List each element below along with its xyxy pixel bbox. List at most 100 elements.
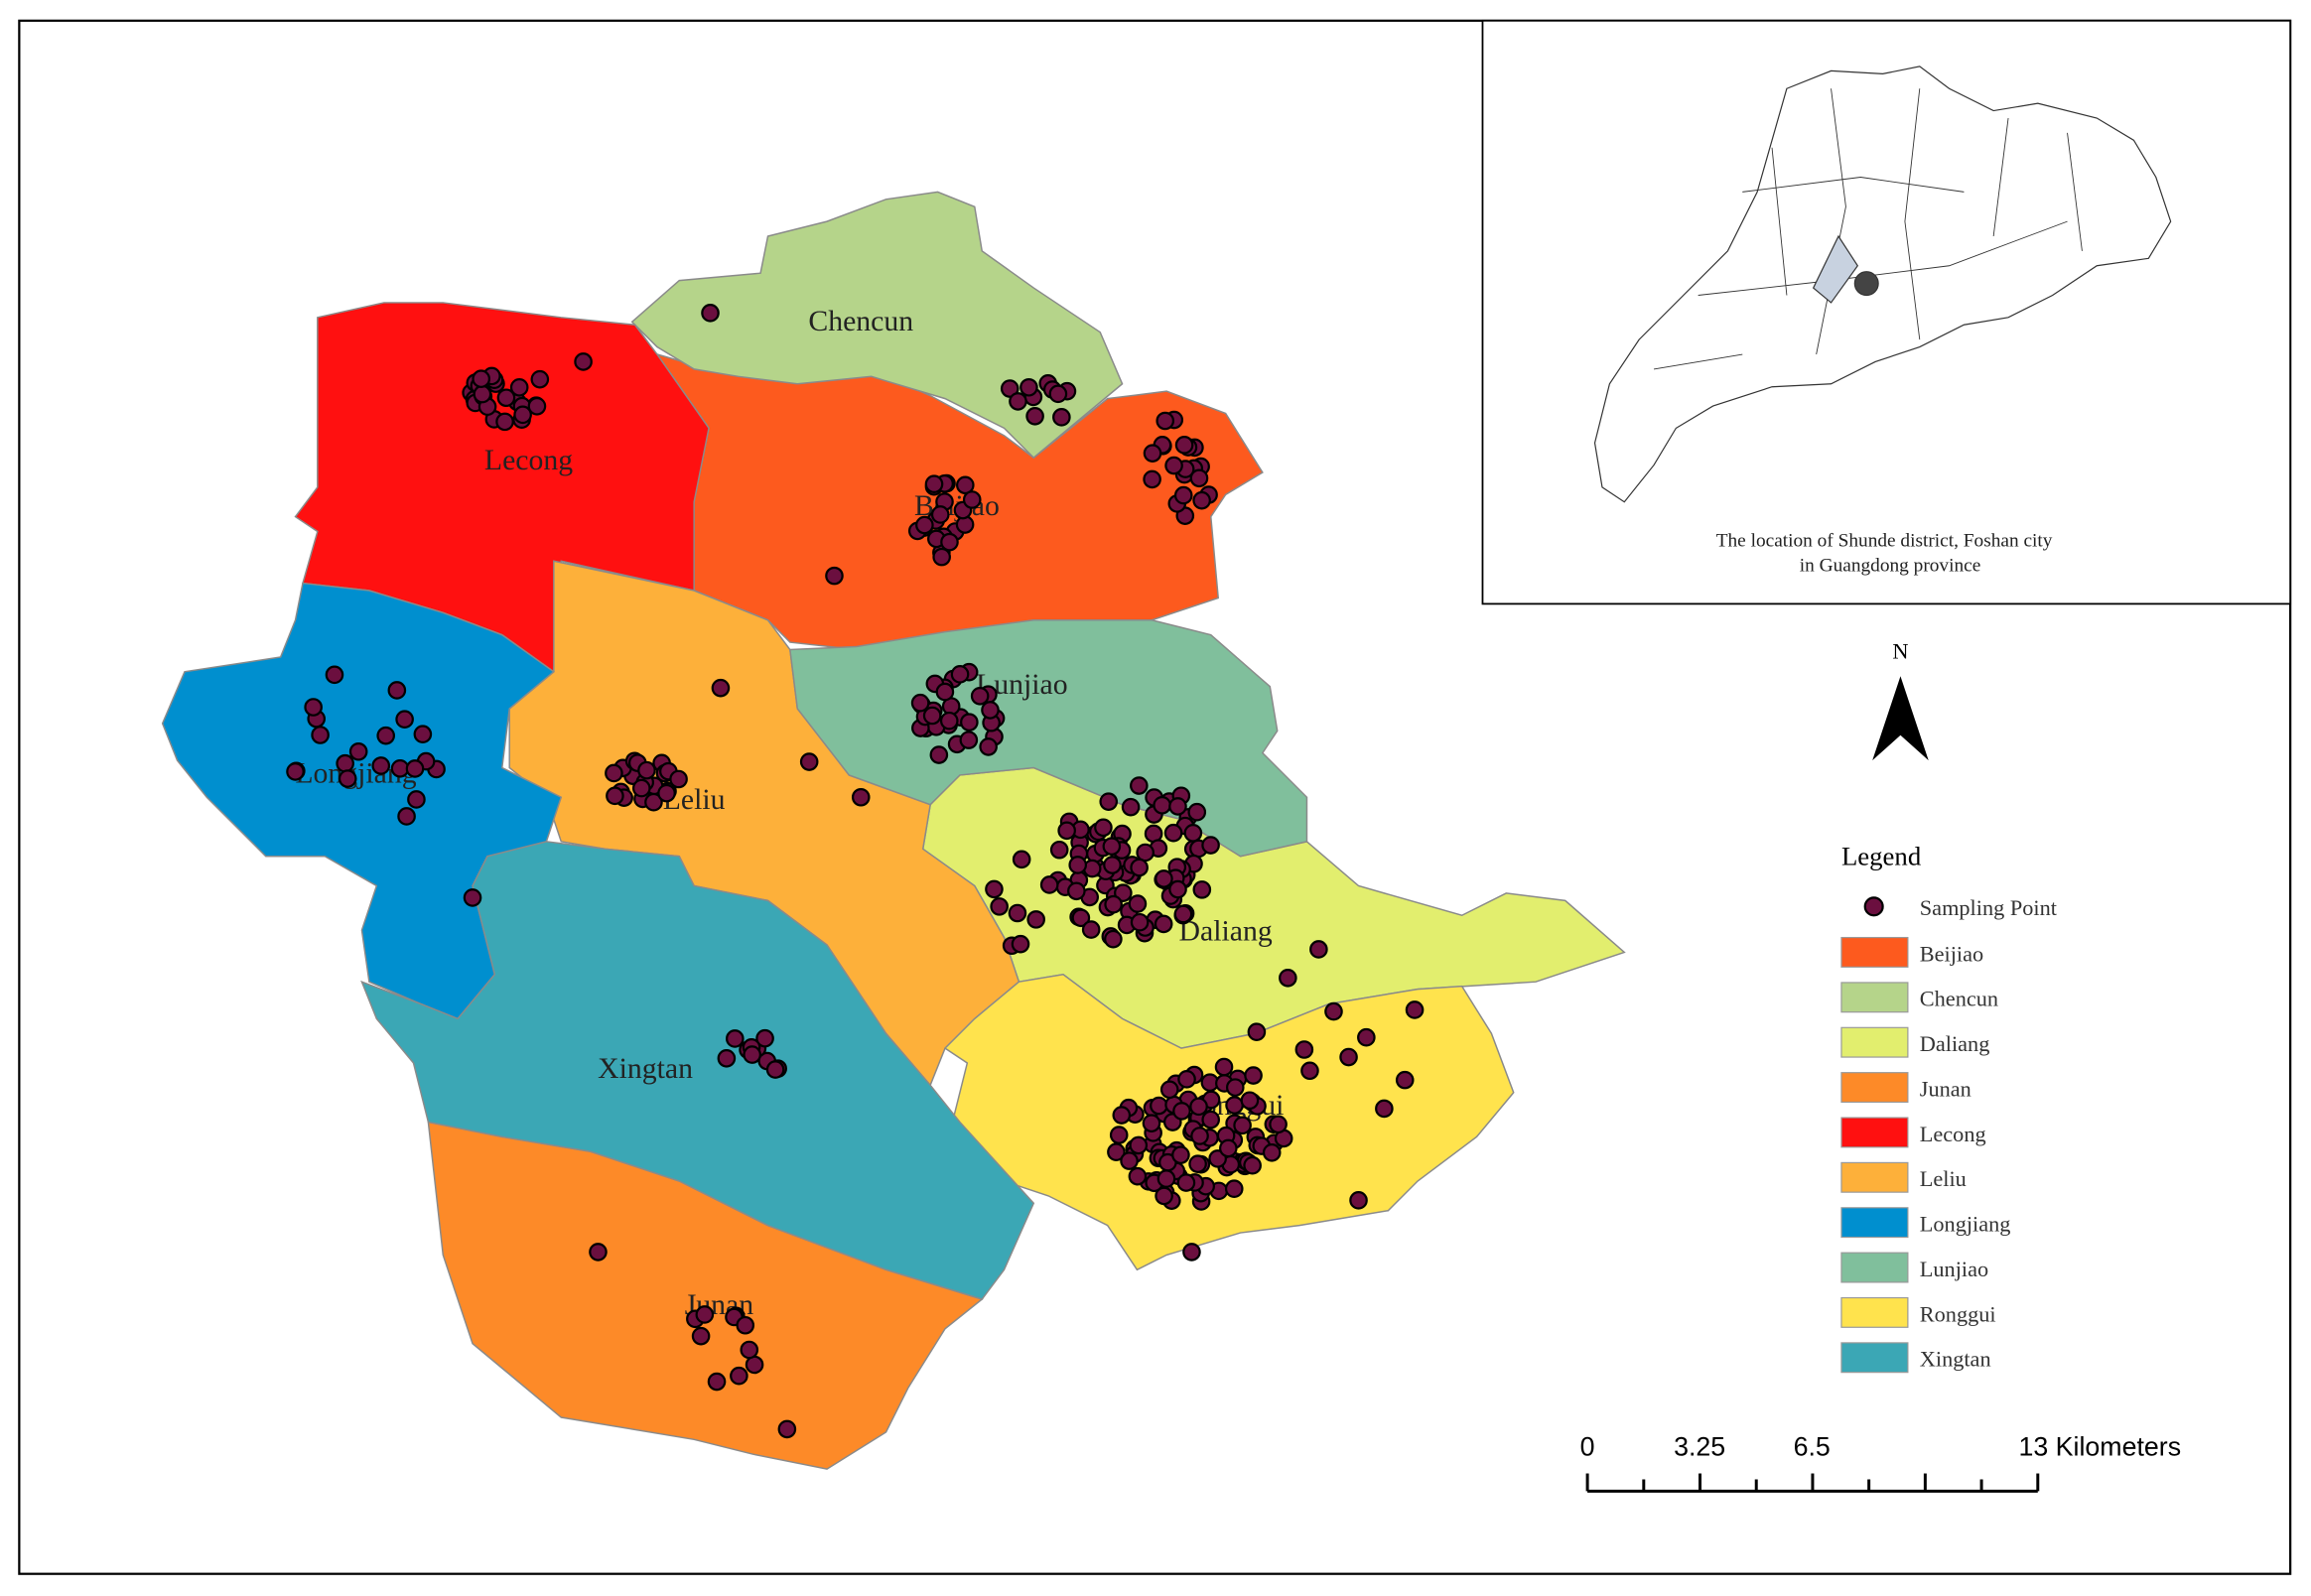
sampling-point [1156,411,1175,431]
sampling-point [509,377,529,397]
sampling-point [950,665,970,684]
sampling-point [397,807,416,826]
legend-title: Legend [1841,842,1922,871]
sampling-point [1156,1169,1176,1188]
sampling-point [1048,384,1068,404]
sampling-point [1025,406,1044,426]
sampling-point [1154,914,1173,934]
legend-label: Chencun [1920,987,1998,1011]
sampling-point [1168,879,1187,899]
sampling-point [1309,940,1328,959]
legend-swatch [1840,982,1909,1013]
sampling-point [1171,1145,1190,1164]
legend-label: Lunjiao [1920,1257,1988,1281]
sampling-point [1375,1099,1394,1119]
sampling-point [1009,392,1027,411]
sampling-point [1107,1142,1126,1161]
sampling-point [935,682,955,702]
sampling-point [606,786,624,806]
sampling-point [960,713,979,732]
sampling-point [825,566,844,586]
sampling-point [959,731,979,749]
sampling-point [1103,856,1122,874]
sampling-point [717,1048,737,1068]
sampling-point [1183,823,1203,843]
province-outline [1593,66,2172,503]
sampling-point [1405,1000,1425,1019]
sampling-point [743,1045,761,1064]
sampling-point [1243,1155,1262,1175]
sampling-point [1104,894,1123,914]
sampling-point [527,397,547,416]
sampling-point [691,1326,711,1346]
sampling-point [1012,850,1031,869]
sampling-point [1039,875,1059,894]
north-label: N [1892,638,1908,663]
legend-label: Xingtan [1920,1347,1991,1372]
sampling-point [1143,444,1162,463]
sampling-point [929,745,949,764]
sampling-point [939,711,959,731]
legend-swatch [1840,1207,1909,1239]
sampling-point [1173,904,1193,924]
sampling-point [1129,1135,1149,1155]
region-labels: ChencunLecongBeijiaoLunjiaoLongjiangLeli… [295,305,1284,1321]
sampling-point [1395,1070,1415,1090]
sampling-point [1114,883,1133,902]
legend-label: Lecong [1920,1122,1986,1146]
sampling-point [730,1366,748,1386]
sampling-point [1172,1102,1191,1121]
legend-swatch [1840,1342,1909,1374]
scale-bar: 0 3.25 6.5 13 Kilometers [1580,1432,2181,1493]
sampling-point [981,701,1000,720]
sampling-point [1057,821,1076,841]
legend-swatch [1840,1072,1909,1104]
region-label: Daliang [1179,915,1273,948]
sampling-point [1128,1166,1148,1186]
sampling-point [1000,379,1020,398]
sampling-point [325,665,344,685]
sampling-point [777,1419,797,1439]
sampling-point [910,693,930,713]
sampling-point [1159,1080,1179,1100]
sampling-point [513,405,532,425]
sampling-point [940,532,959,552]
sampling-point [395,710,414,730]
sampling-point [387,681,407,700]
sampling-point [405,759,425,778]
scale-label: 6.5 [1794,1432,1831,1462]
sampling-point [1201,836,1220,855]
sampling-point [1094,818,1113,838]
sampling-point [304,698,323,717]
sampling-point [799,752,819,771]
region [630,191,1124,460]
sampling-point [1026,910,1045,929]
sampling-point [530,369,550,389]
sampling-point [495,412,514,432]
sampling-point [970,686,990,706]
sampling-point [1128,894,1148,913]
sampling-point [726,1029,745,1048]
sampling-point [631,778,651,798]
sampling-point [1081,920,1101,939]
legend-label: Beijiao [1920,941,1983,966]
sampling-point [1142,1114,1161,1132]
north-arrow [1872,676,1929,761]
sampling-point [1071,908,1091,928]
sampling-point [915,515,934,535]
sampling-point [1349,1191,1368,1210]
sampling-point [1143,469,1161,489]
legend-label: Leliu [1920,1166,1967,1191]
sampling-point [348,741,368,761]
sampling-point [930,505,950,524]
region-label: Chencun [808,305,913,337]
sampling-point [311,726,330,744]
sampling-point [496,388,516,408]
sampling-point [1150,1096,1168,1116]
sampling-point [1067,881,1086,901]
sampling-point [1155,1186,1173,1206]
foshan [1812,234,1859,304]
inset-caption: The location of Shunde district, Foshan … [1716,530,2053,551]
sampling-point [701,304,720,323]
